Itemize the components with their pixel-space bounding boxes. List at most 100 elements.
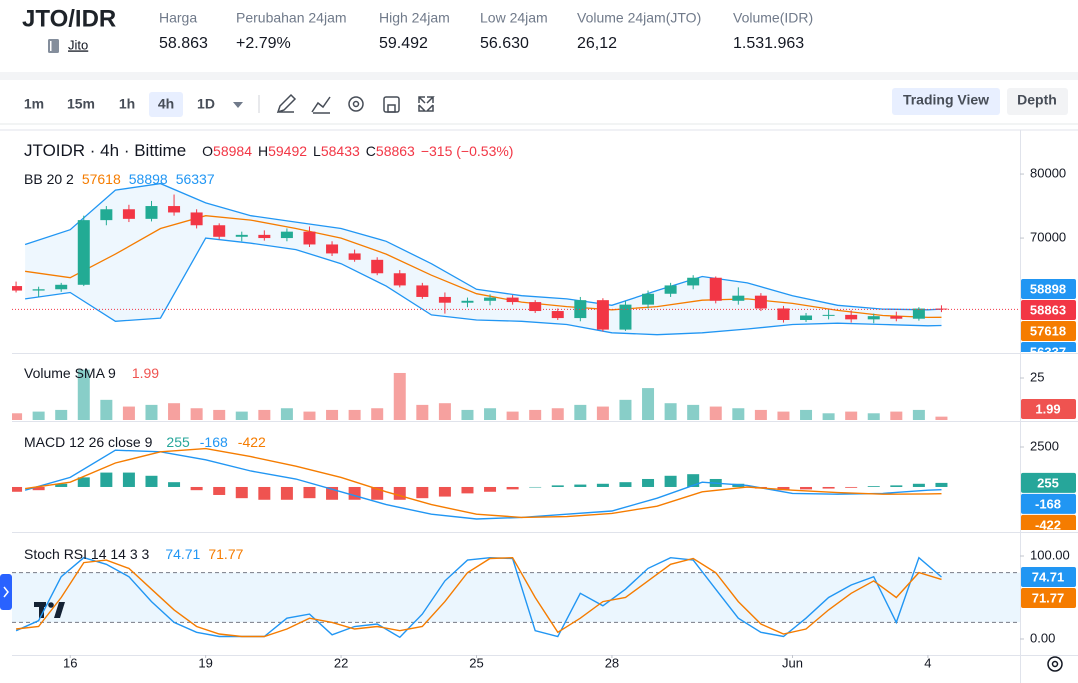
volume-bar bbox=[393, 372, 406, 420]
y-tick-label: 70000 bbox=[1030, 229, 1066, 244]
volume-bar bbox=[235, 411, 248, 420]
indicator-value: 255 bbox=[166, 434, 190, 450]
volume-bar bbox=[619, 399, 632, 420]
x-tick-label: 25 bbox=[469, 655, 483, 670]
macd-histogram-bar bbox=[461, 486, 474, 494]
stat-label: Perubahan 24jam bbox=[236, 10, 347, 26]
candle-body bbox=[258, 234, 271, 239]
volume-bar bbox=[890, 411, 903, 420]
stat-label: High 24jam bbox=[379, 10, 450, 26]
macd-histogram-bar bbox=[664, 475, 677, 487]
bb-line bbox=[25, 215, 942, 319]
chart-settings-icon[interactable] bbox=[1047, 656, 1063, 672]
macd-histogram-bar bbox=[235, 486, 248, 499]
macd-histogram-bar bbox=[529, 486, 542, 488]
save-icon-slot bbox=[387, 104, 396, 113]
pane-plot bbox=[12, 369, 948, 420]
macd-histogram-bar bbox=[168, 482, 181, 487]
candle-body bbox=[190, 212, 203, 226]
indicator-value: 74.71 bbox=[165, 546, 200, 562]
draw-icon[interactable] bbox=[276, 93, 297, 114]
interval-caret[interactable] bbox=[233, 102, 243, 108]
macd-histogram-bar bbox=[551, 485, 564, 487]
axis-value-label: 74.71 bbox=[1032, 569, 1065, 584]
y-tick-label: 80000 bbox=[1030, 165, 1066, 180]
volume-bar bbox=[55, 409, 68, 420]
axis-value-label: 56337 bbox=[1030, 344, 1066, 359]
candle-body bbox=[664, 285, 677, 294]
volume-bar bbox=[168, 403, 181, 420]
indicator-icon[interactable] bbox=[311, 96, 331, 113]
candle-body bbox=[122, 209, 135, 219]
pane-axis: 1.99 bbox=[1021, 399, 1076, 419]
stat-value: 59.492 bbox=[379, 35, 428, 52]
fullscreen-icon[interactable] bbox=[418, 96, 435, 112]
macd-histogram-bar bbox=[213, 486, 226, 495]
interval-button[interactable]: 1m bbox=[24, 96, 44, 112]
axis-value-box bbox=[1021, 342, 1076, 352]
volume-bar bbox=[935, 416, 948, 420]
macd-histogram-bar bbox=[642, 478, 655, 487]
indicator-name: Volume SMA 9 bbox=[24, 365, 116, 381]
interval-button[interactable]: 4h bbox=[158, 96, 174, 112]
y-tick-label: 100.00 bbox=[1030, 547, 1070, 562]
candle-body bbox=[619, 304, 632, 330]
candle-body bbox=[77, 220, 90, 285]
candle-body bbox=[596, 300, 609, 330]
ohlc-change: −315 (−0.53%) bbox=[421, 143, 514, 159]
macd-histogram-bar bbox=[12, 486, 23, 492]
ohlc-value: 59492 bbox=[268, 143, 307, 159]
axis-value-label: -168 bbox=[1035, 496, 1061, 511]
macd-histogram-bar bbox=[280, 486, 293, 500]
candle-body bbox=[348, 253, 361, 260]
coin-link[interactable]: Jito bbox=[68, 37, 88, 52]
macd-histogram-bar bbox=[845, 486, 858, 488]
side-tab[interactable] bbox=[0, 574, 12, 610]
macd-line bbox=[25, 447, 942, 519]
candle-body bbox=[777, 308, 790, 320]
pane-plot bbox=[12, 447, 948, 520]
candle-body bbox=[235, 234, 248, 237]
candle-body bbox=[416, 285, 429, 297]
volume-bar bbox=[709, 406, 722, 420]
interval-button[interactable]: 1h bbox=[119, 96, 135, 112]
view-tab[interactable]: Trading View bbox=[903, 92, 989, 108]
stat-value: +2.79% bbox=[236, 35, 291, 52]
candle-body bbox=[145, 206, 158, 219]
macd-histogram-bar bbox=[348, 486, 361, 500]
candle-body bbox=[506, 297, 519, 303]
view-tab[interactable]: Depth bbox=[1017, 92, 1057, 108]
toolbar-icons bbox=[276, 93, 435, 114]
macd-histogram-bar bbox=[506, 486, 519, 490]
x-tick-label: 19 bbox=[198, 655, 212, 670]
chart-panel bbox=[0, 80, 1078, 683]
ohlc-prefix: H bbox=[258, 143, 268, 159]
ohlc-prefix: O bbox=[202, 143, 213, 159]
axis-value-box bbox=[1021, 493, 1076, 514]
macd-histogram-bar bbox=[145, 475, 158, 487]
interval-button[interactable]: 15m bbox=[67, 96, 95, 112]
macd-histogram-bar bbox=[303, 486, 316, 499]
indicator-value: 1.99 bbox=[132, 365, 159, 381]
axis-value-box bbox=[1021, 321, 1076, 341]
interval-button[interactable]: 1D bbox=[197, 96, 215, 112]
candle-body bbox=[642, 293, 655, 305]
volume-bar bbox=[845, 411, 858, 420]
x-tick-label: 22 bbox=[334, 655, 348, 670]
axis-value-box bbox=[1021, 279, 1076, 299]
candle-body bbox=[754, 295, 767, 309]
macd-line bbox=[24, 449, 942, 520]
macd-histogram-bar bbox=[32, 486, 45, 491]
indicator-value: 58898 bbox=[129, 171, 168, 187]
stoch-line bbox=[16, 556, 942, 638]
settings-icon[interactable] bbox=[348, 96, 364, 112]
volume-bar bbox=[213, 409, 226, 420]
candle-body bbox=[461, 300, 474, 303]
bb-line bbox=[25, 237, 942, 336]
axis-value-label: -422 bbox=[1035, 517, 1061, 532]
legend-row: Volume SMA 9 1.99 bbox=[24, 365, 159, 381]
volume-bar bbox=[32, 411, 45, 420]
volume-bar bbox=[642, 388, 655, 420]
macd-histogram-bar bbox=[484, 486, 497, 492]
x-tick-label: Jun bbox=[782, 655, 803, 670]
